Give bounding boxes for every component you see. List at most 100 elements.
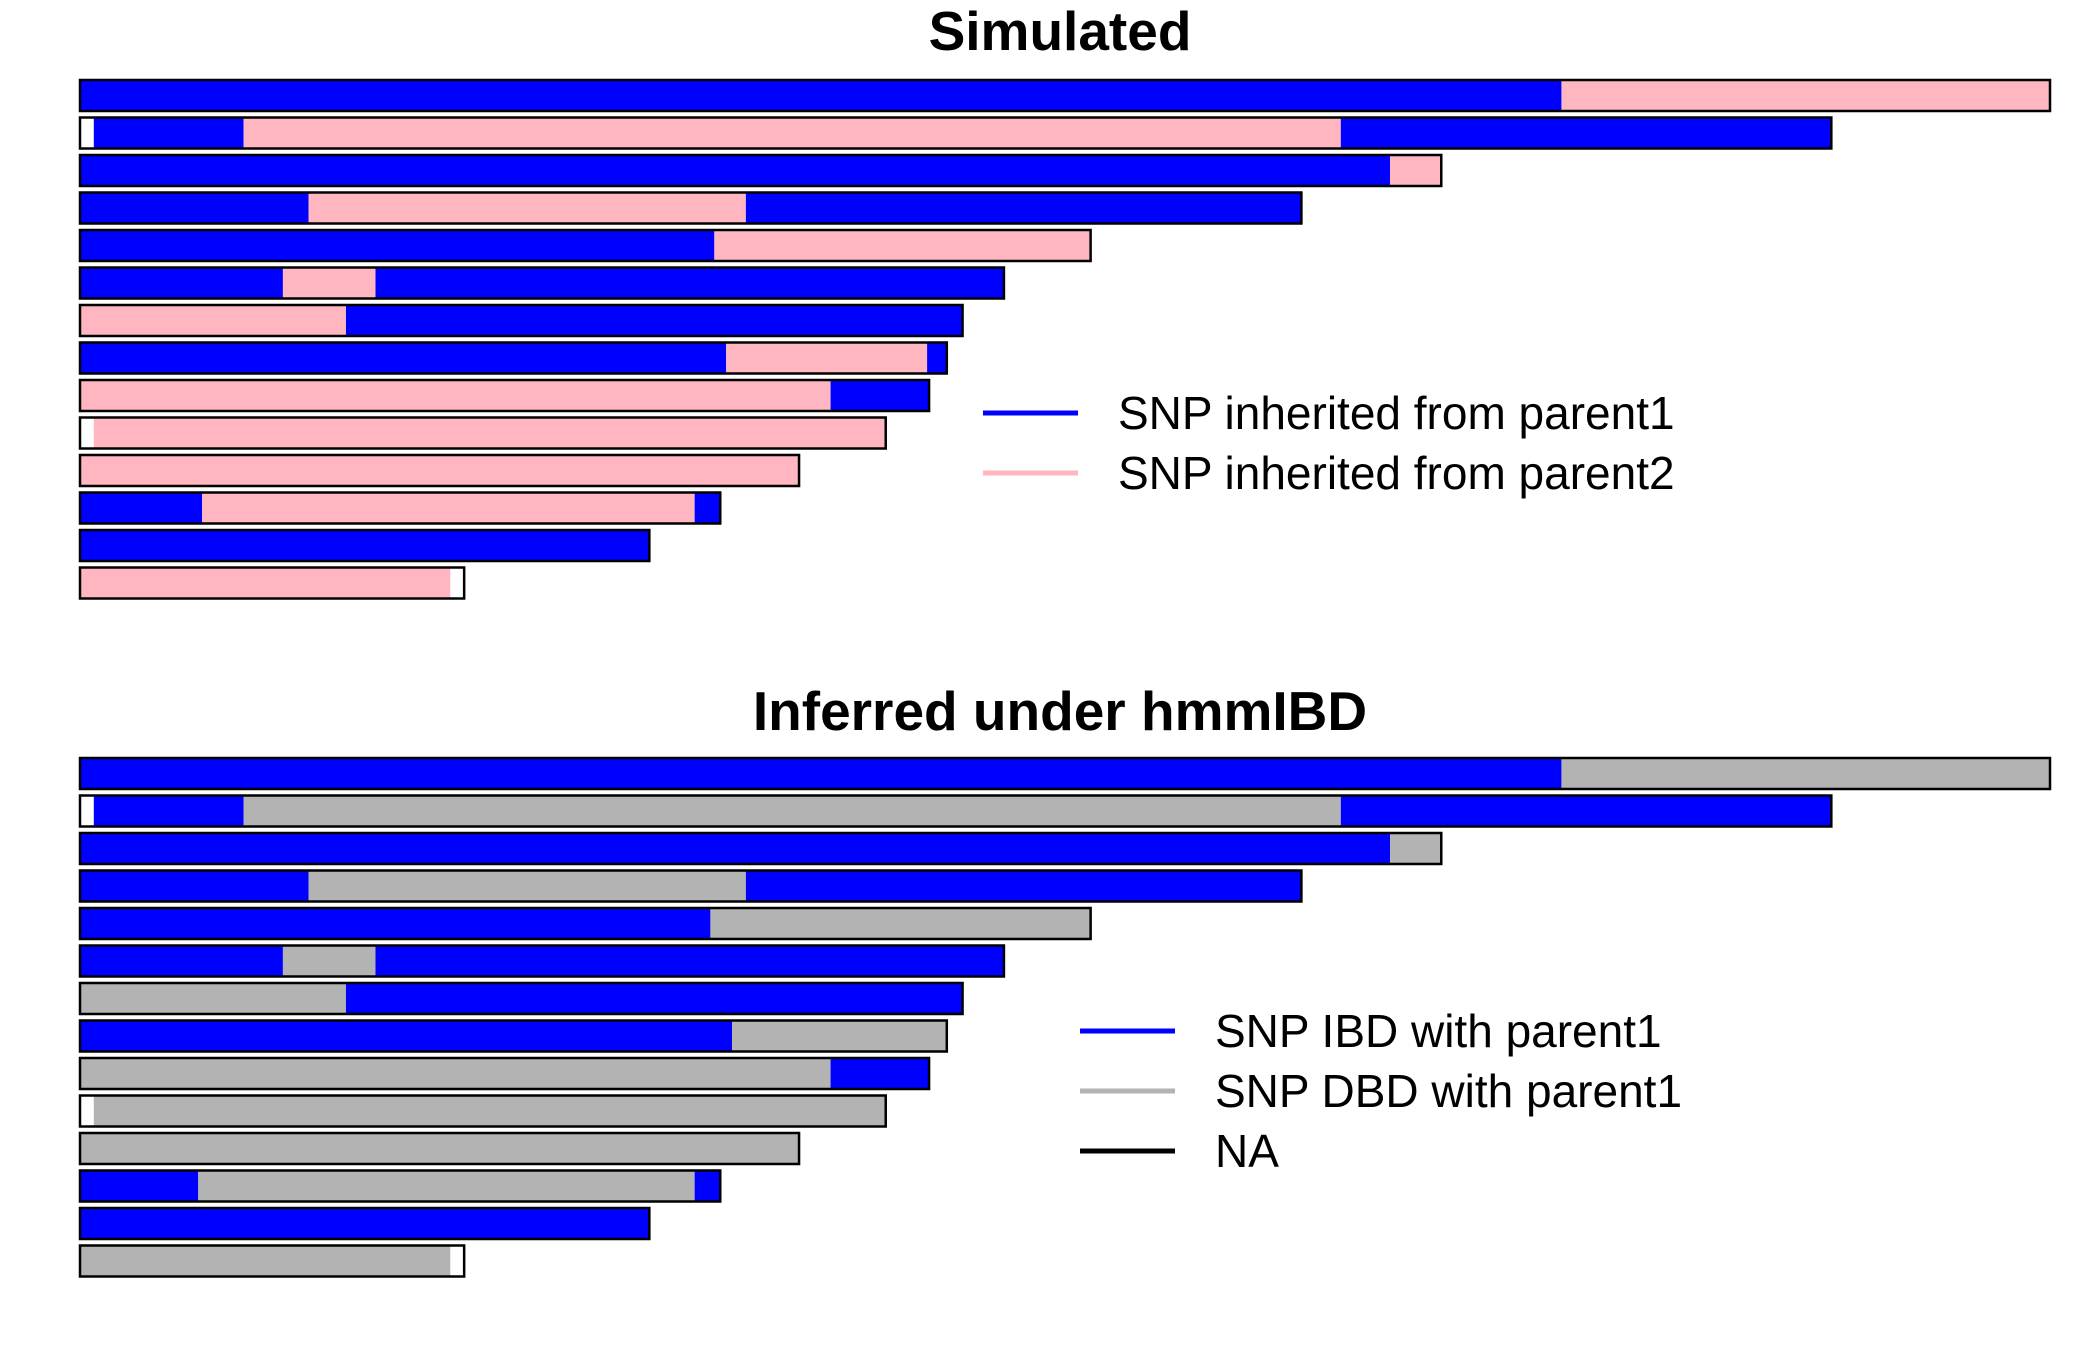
segment-parent1	[694, 492, 721, 524]
segment-parent1	[80, 192, 309, 224]
segment-dbd	[1561, 758, 2050, 789]
segment-ibd	[80, 758, 1562, 789]
segment-parent1	[1340, 117, 1832, 149]
segment-parent2	[282, 267, 376, 299]
segment-ibd	[80, 945, 283, 977]
segment-dbd	[732, 1020, 947, 1052]
chromosome-row	[78, 303, 964, 338]
segment-parent2	[80, 380, 831, 411]
chromosome-row	[78, 491, 722, 525]
chromosome-row	[78, 1206, 651, 1241]
segment-parent1	[927, 342, 947, 374]
segment-ibd	[694, 1170, 721, 1202]
chromosome-row	[78, 266, 1006, 300]
segment-ibd	[93, 795, 244, 827]
segment-parent2	[308, 192, 746, 224]
legend-entry: SNP IBD with parent1	[1080, 1005, 1662, 1057]
segment-parent2	[1390, 155, 1442, 186]
chromosome-row	[78, 78, 2052, 113]
chromosome-outline	[78, 1019, 949, 1053]
segment-parent1	[80, 80, 1562, 111]
segment-parent1	[93, 117, 244, 149]
chromosome-outline	[78, 78, 2052, 113]
chromosome-row	[78, 341, 949, 375]
chromosome-row	[78, 981, 964, 1016]
chromosome-row	[78, 1169, 722, 1203]
chromosome-row	[78, 191, 1303, 225]
segment-ibd	[745, 870, 1302, 902]
chromosome-row	[78, 116, 1833, 150]
segment-parent2	[93, 417, 886, 449]
chromosome-outline	[78, 303, 964, 338]
segment-na	[80, 795, 94, 827]
chromosome-outline	[78, 153, 1443, 188]
chromosome-row	[78, 153, 1443, 188]
segment-parent1	[80, 492, 203, 524]
legend-label: SNP inherited from parent2	[1118, 447, 1675, 499]
chromosome-outline	[78, 981, 964, 1016]
chromosome-row	[78, 1019, 949, 1053]
chromosome-outline	[78, 116, 1833, 150]
segment-na	[80, 117, 94, 149]
chromosome-outline	[78, 191, 1303, 225]
panel-simulated: Simulated SNP inherited from parent1SNP …	[78, 0, 2052, 600]
chromosome-outline	[78, 906, 1092, 941]
chromosome-outline	[78, 416, 887, 450]
chromosome-row	[78, 416, 887, 450]
chromosome-outline	[78, 756, 2052, 791]
legend-entry: NA	[1080, 1125, 1279, 1177]
chromosome-row	[78, 1131, 801, 1166]
legend-entry: SNP inherited from parent2	[983, 447, 1675, 499]
segment-dbd	[308, 870, 746, 902]
chromosomes-simulated	[78, 78, 2052, 600]
segment-dbd	[243, 795, 1341, 827]
chromosome-outline	[78, 566, 466, 600]
chromosome-outline	[78, 1094, 887, 1128]
chromosome-row	[78, 228, 1092, 263]
legend-simulated: SNP inherited from parent1 SNP inherited …	[983, 387, 1675, 499]
segment-dbd	[80, 1133, 800, 1164]
legend-entry: SNP DBD with parent1	[1080, 1065, 1682, 1117]
chromosome-row	[78, 1244, 466, 1278]
legend-inferred: SNP IBD with parent1 SNP DBD with parent1…	[1080, 1005, 1682, 1177]
chromosome-row	[78, 906, 1092, 941]
segment-na	[450, 567, 465, 599]
segment-parent1	[80, 267, 283, 299]
segment-parent2	[80, 567, 451, 599]
segment-parent1	[830, 380, 930, 411]
chromosome-outline	[78, 869, 1303, 903]
legend-label: SNP inherited from parent1	[1118, 387, 1675, 439]
chromosome-outline	[78, 266, 1006, 300]
segment-parent1	[375, 267, 1004, 299]
segment-ibd	[80, 833, 1391, 864]
legend-entry: SNP inherited from parent1	[983, 387, 1675, 439]
chromosomes-inferred	[78, 756, 2052, 1278]
panel-title-simulated: Simulated	[929, 0, 1192, 62]
segment-dbd	[198, 1170, 695, 1202]
chromosome-outline	[78, 944, 1006, 978]
segment-na	[80, 1095, 94, 1127]
segment-parent1	[345, 305, 963, 336]
segment-parent1	[80, 230, 715, 261]
chromosome-outline	[78, 378, 931, 413]
segment-dbd	[1390, 833, 1442, 864]
chromosome-row	[78, 528, 651, 563]
segment-na	[80, 417, 94, 449]
chromosome-row	[78, 831, 1443, 866]
chromosome-row	[78, 566, 466, 600]
segment-parent1	[80, 342, 727, 374]
chromosome-row	[78, 944, 1006, 978]
chromosome-row	[78, 869, 1303, 903]
legend-label: SNP DBD with parent1	[1215, 1065, 1682, 1117]
segment-ibd	[80, 1208, 650, 1239]
segment-parent2	[243, 117, 1341, 149]
chromosome-outline	[78, 1206, 651, 1241]
chromosome-outline	[78, 491, 722, 525]
chromosome-outline	[78, 1056, 931, 1091]
chromosome-row	[78, 756, 2052, 791]
chromosome-row	[78, 453, 801, 488]
legend-label: NA	[1215, 1125, 1279, 1177]
segment-ibd	[80, 1170, 199, 1202]
chromosome-row	[78, 378, 931, 413]
